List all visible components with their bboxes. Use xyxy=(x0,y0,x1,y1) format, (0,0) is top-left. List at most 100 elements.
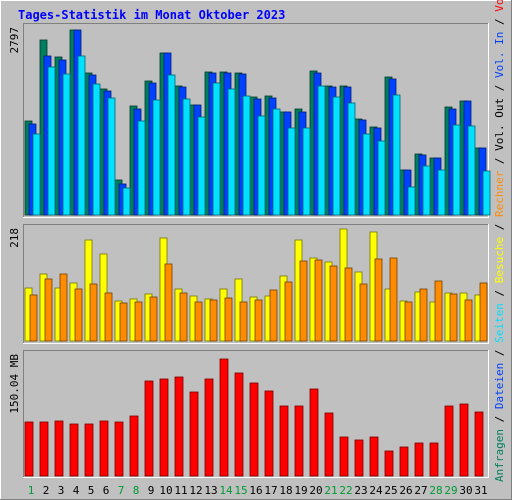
x-tick-label: 20 xyxy=(309,484,322,497)
visits-bar-rechner-day-1 xyxy=(29,294,38,342)
requests-bar-seiten-day-9 xyxy=(152,99,161,216)
volume-bar-volumen-day-20 xyxy=(309,388,319,477)
legend-label: Vol. In xyxy=(493,32,506,78)
volume-bar-volumen-day-1 xyxy=(24,421,34,477)
x-tick-label: 21 xyxy=(324,484,337,497)
requests-bar-seiten-day-19 xyxy=(302,127,311,216)
volume-bar-volumen-day-21 xyxy=(324,412,334,477)
visits-bar-rechner-day-9 xyxy=(149,296,158,342)
legend-label: / xyxy=(493,217,506,237)
requests-y-tick-label: 2797 xyxy=(8,27,21,54)
x-tick-label: 4 xyxy=(73,484,80,497)
visits-bar-rechner-day-20 xyxy=(314,259,323,342)
volume-bar-volumen-day-3 xyxy=(54,420,64,477)
visits-bar-rechner-day-12 xyxy=(194,301,203,342)
visits-bar-rechner-day-5 xyxy=(89,283,98,342)
volume-bar-volumen-day-8 xyxy=(129,415,139,477)
requests-bar-seiten-day-16 xyxy=(257,115,266,216)
x-axis-labels: 1 2 3 4 5 6 7 8 9 10 11 12 13 14 15 16 17 18 19 20 21 22 23 24 2… xyxy=(28,484,488,497)
volume-bar-volumen-day-28 xyxy=(429,442,439,477)
requests-bar-seiten-day-7 xyxy=(122,187,131,216)
requests-bar-seiten-day-13 xyxy=(212,82,221,216)
visits-bar-rechner-day-14 xyxy=(224,297,233,342)
requests-bar-seiten-day-20 xyxy=(317,85,326,216)
requests-bar-seiten-day-22 xyxy=(347,102,356,216)
legend-label: Besuche xyxy=(493,237,506,283)
visits-bar-rechner-day-19 xyxy=(299,260,308,342)
requests-bar-seiten-day-17 xyxy=(272,108,281,216)
visits-bar-rechner-day-11 xyxy=(179,292,188,342)
legend-label: Seiten xyxy=(493,303,506,343)
chart-title: Tages-Statistik im Monat Oktober 2023 xyxy=(18,8,285,22)
visits-bar-rechner-day-21 xyxy=(329,265,338,342)
volume-bar-volumen-day-12 xyxy=(189,391,199,477)
requests-bar-seiten-day-5 xyxy=(92,83,101,216)
x-tick-label: 7 xyxy=(118,484,125,497)
requests-bar-seiten-day-31 xyxy=(482,170,491,216)
volume-bar-volumen-day-30 xyxy=(459,403,469,477)
volume-bar-volumen-day-29 xyxy=(444,405,454,477)
x-tick-label: 14 xyxy=(219,484,233,497)
visits-bar-rechner-day-31 xyxy=(479,282,488,342)
x-tick-label: 12 xyxy=(189,484,202,497)
volume-bar-volumen-day-26 xyxy=(399,446,409,477)
volume-bar-volumen-day-10 xyxy=(159,378,169,477)
right-legend: Anfragen / Dateien / Seiten / Besuche / … xyxy=(493,0,506,482)
visits-bar-rechner-day-7 xyxy=(119,302,128,342)
requests-bar-seiten-day-11 xyxy=(182,98,191,216)
visits-bar-rechner-day-13 xyxy=(209,299,218,342)
x-tick-label: 10 xyxy=(159,484,172,497)
x-tick-label: 1 xyxy=(28,484,35,497)
volume-y-tick-label: 150.04 MB xyxy=(8,354,21,414)
legend-label: Vol. Out xyxy=(493,98,506,151)
x-tick-label: 13 xyxy=(204,484,217,497)
volume-bar-volumen-day-17 xyxy=(264,390,274,477)
visits-bar-rechner-day-28 xyxy=(434,280,443,342)
requests-bar-seiten-day-4 xyxy=(77,55,86,216)
visits-bar-rechner-day-30 xyxy=(464,299,473,342)
chart-panels: 2797 218 150.04 MB xyxy=(8,23,491,478)
legend-label: Volumen xyxy=(493,0,506,12)
visits-bar-rechner-day-10 xyxy=(164,263,173,342)
visits-bar-rechner-day-22 xyxy=(344,267,353,342)
visits-bar-rechner-day-24 xyxy=(374,258,383,342)
requests-bar-seiten-day-3 xyxy=(62,73,71,216)
x-tick-label: 6 xyxy=(103,484,110,497)
legend-label: / xyxy=(493,409,506,429)
volume-panel: 150.04 MB xyxy=(8,350,489,478)
requests-bar-seiten-day-29 xyxy=(452,124,461,216)
volume-bar-volumen-day-5 xyxy=(84,423,94,477)
volume-bar-volumen-day-9 xyxy=(144,380,154,477)
requests-bar-seiten-day-24 xyxy=(377,140,386,216)
requests-bar-seiten-day-10 xyxy=(167,74,176,216)
x-tick-label: 27 xyxy=(414,484,427,497)
legend-label: / xyxy=(493,151,506,171)
visits-panel: 218 xyxy=(8,224,489,344)
requests-bar-seiten-day-26 xyxy=(407,186,416,216)
requests-bar-seiten-day-21 xyxy=(332,96,341,216)
volume-bar-volumen-day-4 xyxy=(69,423,79,477)
x-tick-label: 9 xyxy=(148,484,155,497)
volume-bar-volumen-day-31 xyxy=(474,411,484,477)
requests-bar-seiten-day-27 xyxy=(422,165,431,216)
requests-bar-seiten-day-23 xyxy=(362,133,371,216)
requests-bar-seiten-day-14 xyxy=(227,88,236,216)
volume-bar-volumen-day-23 xyxy=(354,439,364,477)
requests-panel: 2797 xyxy=(8,23,491,218)
x-tick-label: 23 xyxy=(354,484,367,497)
x-tick-label: 31 xyxy=(474,484,487,497)
requests-bar-seiten-day-8 xyxy=(137,120,146,216)
x-tick-label: 16 xyxy=(249,484,262,497)
visits-bar-rechner-day-17 xyxy=(269,289,278,342)
x-tick-label: 15 xyxy=(234,484,247,497)
legend-label: / xyxy=(493,283,506,303)
x-tick-label: 2 xyxy=(43,484,50,497)
volume-bar-volumen-day-6 xyxy=(99,420,109,477)
visits-bar-rechner-day-2 xyxy=(44,278,53,342)
visits-bar-rechner-day-6 xyxy=(104,292,113,342)
visits-bar-rechner-day-29 xyxy=(449,293,458,342)
visits-bar-rechner-day-8 xyxy=(134,301,143,342)
x-tick-label: 25 xyxy=(384,484,397,497)
x-tick-label: 17 xyxy=(264,484,277,497)
x-tick-label: 29 xyxy=(444,484,457,497)
